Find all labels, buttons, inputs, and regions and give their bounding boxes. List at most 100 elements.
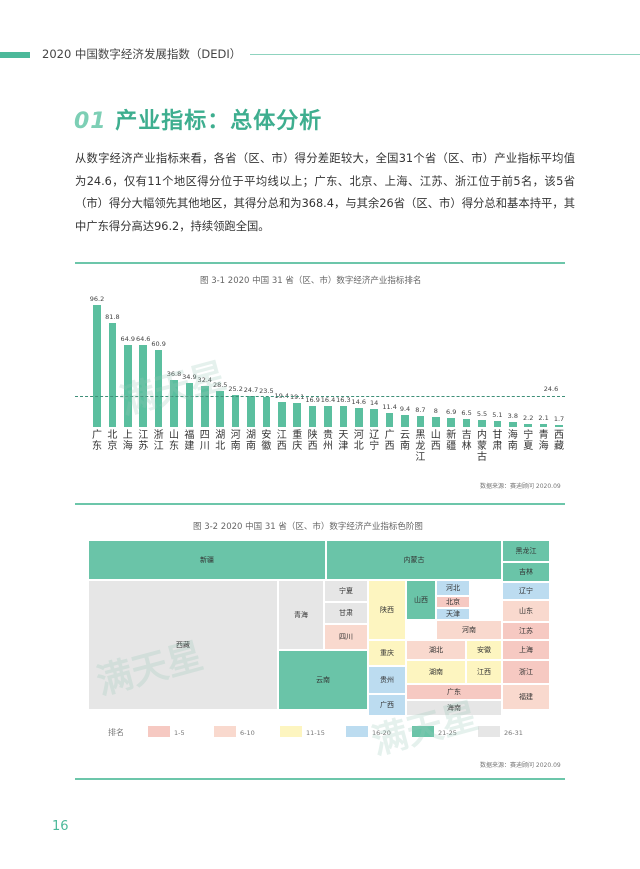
legend-label: 16-20: [372, 729, 391, 737]
category-label: 福建: [184, 430, 195, 452]
bar-value-label: 1.7: [553, 414, 565, 423]
region-江西: 江西: [466, 660, 502, 684]
section-title-text: 产业指标：总体分析: [115, 109, 323, 134]
region-山东: 山东: [502, 600, 550, 622]
figure2-caption: 图 3-2 2020 中国 31 省（区、市）数字经济产业指标色阶图: [193, 522, 423, 532]
region-辽宁: 辽宁: [502, 582, 550, 600]
bar-甘肃: [493, 420, 502, 427]
bar-value-label: 34.9: [182, 372, 197, 381]
bar-value-label: 2.1: [538, 414, 549, 423]
legend-label: 26-31: [504, 729, 523, 737]
legend-swatch: [478, 726, 500, 737]
bar-value-label: 64.6: [135, 334, 151, 343]
legend-label: 6-10: [240, 729, 255, 737]
figure1-caption: 图 3-1 2020 中国 31 省（区、市）数字经济产业指标排名: [200, 276, 422, 286]
region-广东: 广东: [406, 684, 502, 700]
region-吉林: 吉林: [502, 562, 550, 582]
category-label: 湖北: [215, 430, 226, 452]
category-label: 西藏: [554, 430, 564, 452]
category-label: 贵州: [323, 430, 333, 452]
bar-value-label: 64.9: [120, 334, 136, 343]
figure1-bottom-rule: [75, 503, 565, 505]
header-title: 2020 中国数字经济发展指数（DEDI）: [42, 47, 242, 61]
category-label: 天津: [338, 430, 349, 452]
category-label: 海南: [507, 430, 518, 452]
category-label: 上海: [122, 430, 133, 452]
region-四川: 四川: [324, 624, 368, 650]
region-上海: 上海: [502, 640, 550, 660]
bar-重庆: [293, 402, 301, 427]
bar-value-label: 3.8: [507, 412, 518, 421]
figure1-source: 数据来源：赛迪顾问 2020.09: [480, 483, 561, 490]
bar-value-label: 5.5: [476, 410, 488, 418]
region-陕西: 陕西: [368, 580, 406, 640]
legend-swatch: [280, 726, 302, 737]
legend-swatch: [346, 726, 368, 737]
bar-chart: 96.2 广东 81.8 北京 64.9 上海 64.6 江苏 60.9 浙江 36.8 山东 34.9…: [75, 285, 565, 470]
section-number: 01: [74, 109, 107, 134]
legend-swatch: [148, 726, 170, 737]
category-label: 陕西: [307, 430, 318, 452]
category-label: 新疆: [446, 430, 457, 452]
category-label: 山西: [430, 430, 441, 452]
bar-value-label: 81.8: [105, 313, 120, 322]
bar-宁夏: [524, 424, 532, 427]
region-贵州: 贵州: [368, 666, 406, 694]
bar-西藏: [555, 424, 563, 427]
legend-swatch: [214, 726, 236, 737]
bar-value-label: 23.5: [259, 387, 274, 396]
region-天津: 天津: [436, 608, 470, 620]
bar-value-label: 28.5: [212, 380, 228, 389]
bar-value-label: 6.5: [461, 408, 472, 417]
category-label: 甘肃: [492, 430, 503, 452]
bar-北京: [108, 323, 117, 427]
bar-河北: [355, 408, 363, 427]
category-label: 江西: [276, 430, 287, 452]
bar-吉林: [462, 418, 471, 427]
bar-value-label: 60.9: [151, 339, 166, 348]
category-label: 黑龙江: [415, 430, 426, 463]
bar-value-label: 96.2: [89, 294, 105, 303]
bar-湖南: [247, 395, 255, 427]
section-title: 01 产业指标：总体分析: [74, 103, 322, 135]
category-label: 北京: [107, 430, 118, 452]
category-label: 湖南: [246, 430, 256, 452]
bar-河南: [231, 394, 240, 427]
region-甘肃: 甘肃: [324, 602, 368, 624]
header-rule: [250, 54, 640, 55]
bar-安徽: [262, 397, 271, 427]
bar-黑龙江: [416, 415, 425, 427]
category-label: 广东: [92, 430, 102, 452]
bar-value-label: 32.4: [197, 375, 213, 384]
region-浙江: 浙江: [502, 660, 550, 684]
bar-value-label: 11.4: [382, 402, 397, 411]
region-河北: 河北: [436, 580, 470, 596]
bar-陕西: [308, 405, 317, 427]
figure1-top-rule: [75, 262, 565, 264]
legend-swatch: [412, 726, 434, 737]
bar-江西: [278, 402, 286, 427]
bar-江苏: [139, 344, 147, 427]
bar-value-label: 8: [433, 406, 438, 415]
region-青海: 青海: [278, 580, 324, 650]
legend-label: 21-25: [438, 729, 457, 737]
bar-上海: [124, 344, 132, 427]
bar-云南: [401, 415, 409, 427]
category-label: 云南: [400, 430, 410, 452]
bar-天津: [339, 406, 348, 427]
bar-value-label: 16.3: [336, 396, 351, 405]
region-湖北: 湖北: [406, 640, 466, 660]
bar-辽宁: [370, 409, 378, 427]
category-label: 山东: [169, 430, 179, 452]
region-山西: 山西: [406, 580, 436, 620]
bar-广东: [93, 304, 101, 427]
bar-海南: [509, 422, 517, 427]
bar-value-label: 9.4: [399, 405, 411, 414]
figure2-bottom-rule: [75, 778, 565, 780]
category-label: 宁夏: [523, 430, 534, 452]
bar-value-label: 2.2: [523, 414, 534, 423]
region-北京: 北京: [436, 596, 470, 608]
category-label: 四川: [199, 430, 210, 452]
region-福建: 福建: [502, 684, 550, 710]
bar-value-label: 14: [370, 399, 379, 408]
